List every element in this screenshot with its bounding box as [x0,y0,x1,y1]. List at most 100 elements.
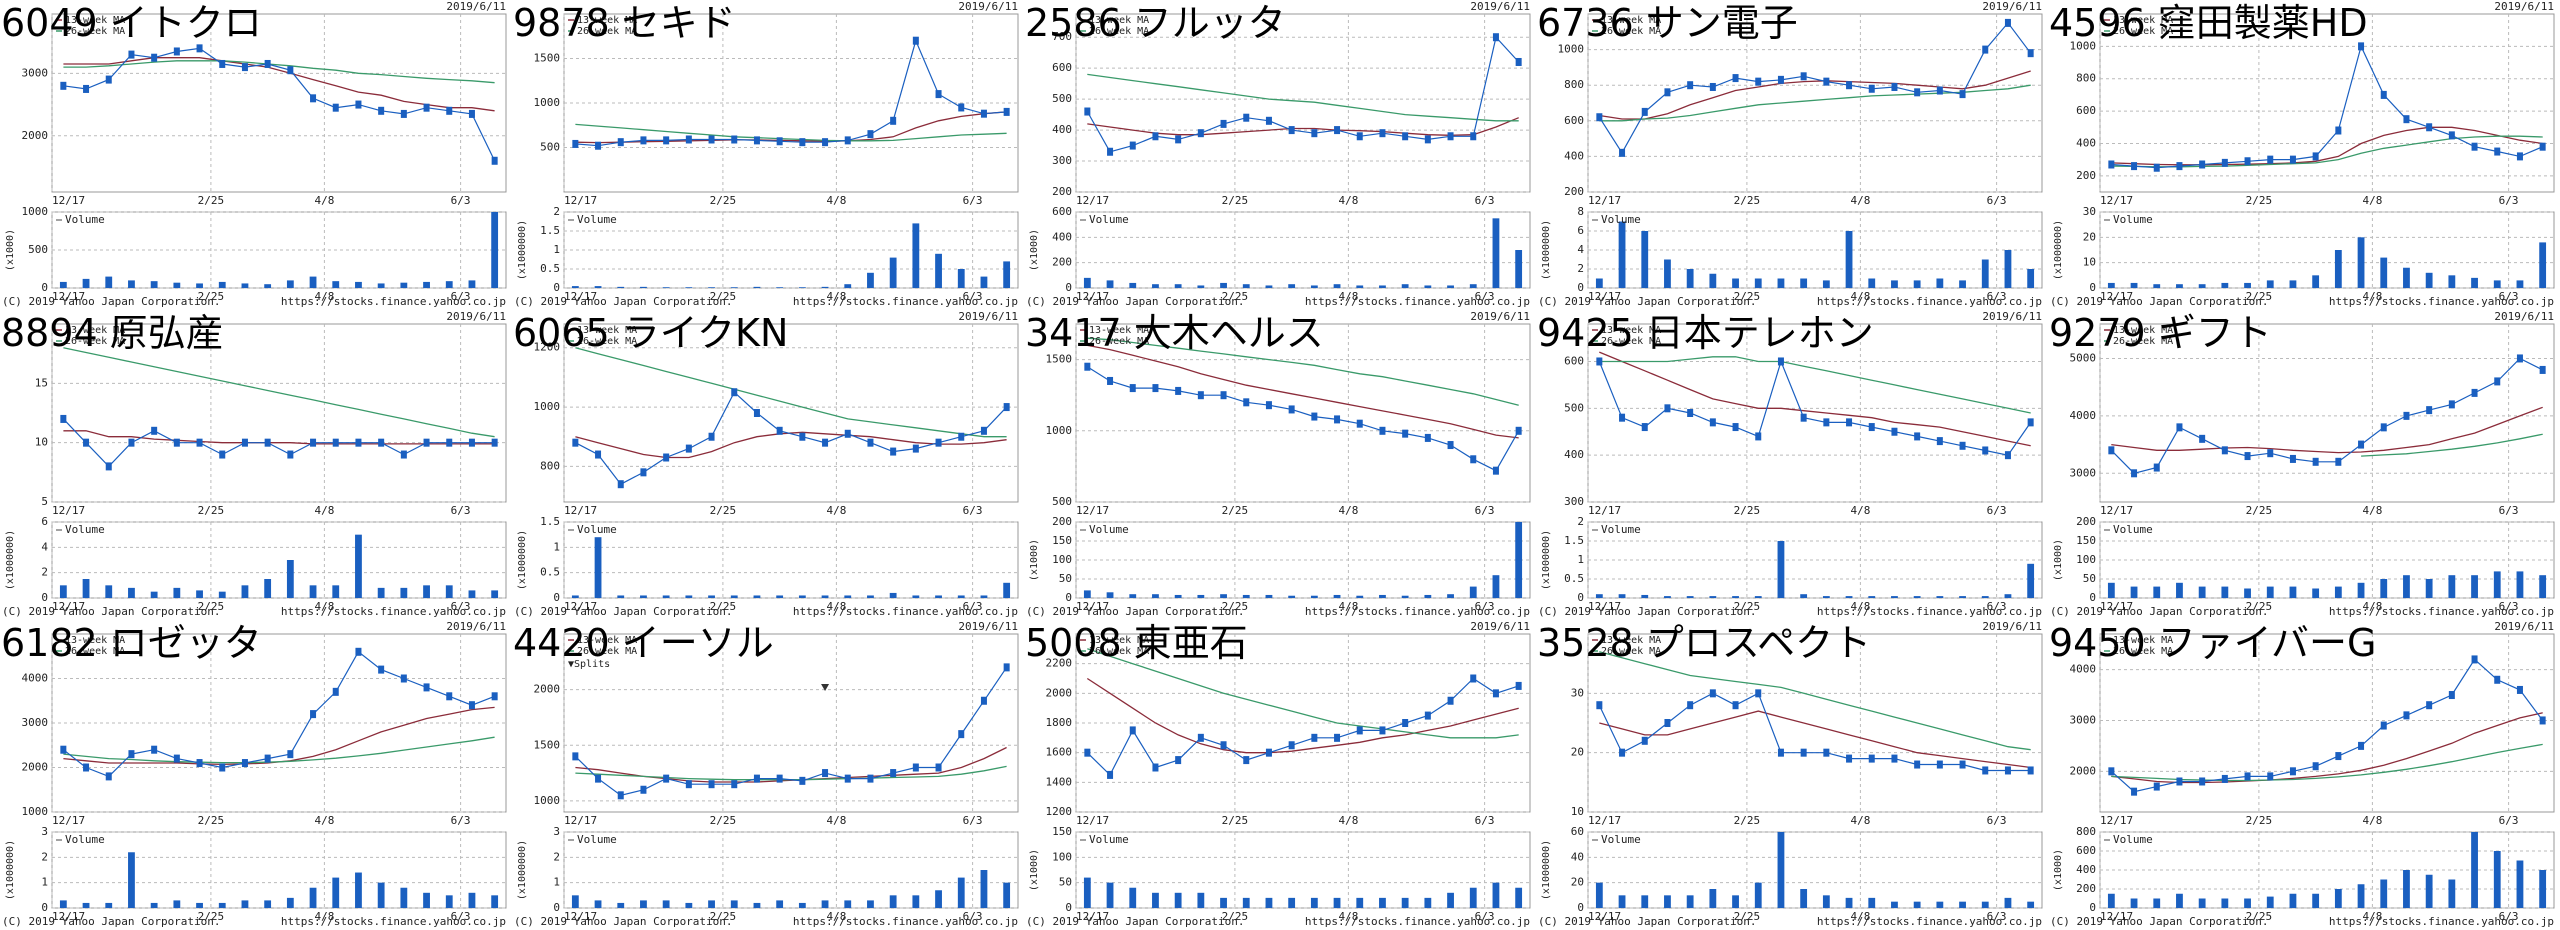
x-tick-label: 6/3 [1987,910,2007,923]
volume-tick-label: 1.5 [540,515,560,528]
x-tick-label: 12/17 [564,194,597,207]
volume-bar [912,895,920,908]
price-candle [2471,655,2478,664]
price-candle [2426,123,2433,132]
price-candle [1846,754,1853,763]
x-tick-label: 12/17 [564,814,597,827]
price-candle [640,136,647,145]
volume-bar [753,595,761,598]
source-url: https://stocks.finance.yahoo.co.jp [281,605,506,618]
volume-bar [1083,277,1091,288]
price-candle [2312,762,2319,771]
volume-bar [1777,832,1785,908]
volume-bar [1106,882,1114,908]
volume-unit: (x1000000) [517,530,528,590]
volume-bar [1379,897,1386,908]
volume-bar [1265,594,1273,598]
volume-bar [1129,887,1137,908]
volume-bar [423,892,430,908]
price-line [2111,44,2543,169]
volume-bar [2425,874,2433,908]
price-candle [753,774,760,783]
volume-bar [730,900,738,908]
volume-bar [2289,586,2297,598]
x-tick-label: 2/25 [1222,814,1249,827]
plot-frame [1075,323,1531,503]
volume-frame [563,831,1019,909]
price-candle [1175,386,1182,395]
volume-bar [2539,870,2547,908]
volume-bar [468,892,476,908]
volume-tick-label: 1000 [22,205,49,218]
price-candle [1891,82,1898,91]
price-candle [1492,466,1499,475]
price-candle [617,138,624,147]
panel-title: 8894 原弘産 [1,311,224,355]
price-candle [2539,716,2546,725]
legend-label: 13-week MA [2113,325,2173,336]
x-tick-label: 12/17 [52,814,85,827]
volume-bar [2153,898,2161,908]
price-candle [1515,57,1522,66]
price-candle [83,438,90,447]
volume-bar [1242,897,1250,908]
volume-bar [1129,282,1137,288]
volume-unit: (x1000000) [5,530,16,590]
price-candle [1265,116,1272,125]
copyright: (C) 2019 Yahoo Japan Corporation. [2,605,221,618]
price-candle [2426,406,2433,415]
price-candle [1619,148,1626,157]
volume-tick-label: 150 [1052,534,1072,547]
x-tick-label: 12/17 [1588,814,1621,827]
price-candle [2108,767,2115,776]
volume-bar [105,585,113,598]
price-candle [1311,129,1318,138]
volume-bar [571,286,579,288]
volume-bar [1424,594,1432,598]
price-candle [1959,441,1966,450]
volume-bar [445,281,453,288]
volume-label: Volume [1601,213,1641,226]
volume-bar [2539,575,2547,598]
volume-bar [1913,596,1921,598]
legend-label: 13-week MA [65,325,125,336]
volume-tick-label: 100 [1052,850,1072,863]
x-tick-label: 4/8 [2362,194,2382,207]
volume-bar [2176,582,2183,598]
volume-bar [1868,897,1876,908]
volume-bar [2493,280,2501,288]
price-candle [2244,157,2251,166]
volume-bar [2004,250,2012,288]
x-tick-label: 12/17 [52,600,85,613]
price-candle [1846,418,1853,427]
legend-label: 26-week MA [1089,336,1149,347]
volume-bar [1777,541,1785,598]
price-candle [2312,152,2319,161]
x-tick-label: 2/25 [198,290,225,303]
price-candle [1891,754,1898,763]
price-candle [60,81,67,90]
x-tick-label: 6/3 [1987,504,2007,517]
price-candle [1709,82,1716,91]
volume-bar [640,286,647,288]
x-tick-label: 6/3 [451,290,471,303]
volume-tick-label: 200 [1052,256,1072,269]
price-candle [1243,113,1250,122]
legend-label: 26-week MA [1089,646,1149,657]
price-candle [2289,767,2296,776]
volume-bar [1618,895,1626,908]
volume-bar [423,281,430,288]
price-line [1087,73,1519,122]
plot-frame [1587,13,2043,193]
panel-title: 9425 日本テレホン [1537,311,1874,355]
volume-tick-label: 0 [1577,901,1584,914]
price-candle [287,66,294,75]
price-candle [196,438,203,447]
y-tick-label: 2000 [22,761,49,774]
volume-bar [1664,596,1671,598]
price-candle [1641,736,1648,745]
price-candle [128,438,135,447]
price-candle [2403,115,2410,124]
volume-bar [1356,285,1364,288]
price-candle [1379,426,1386,435]
